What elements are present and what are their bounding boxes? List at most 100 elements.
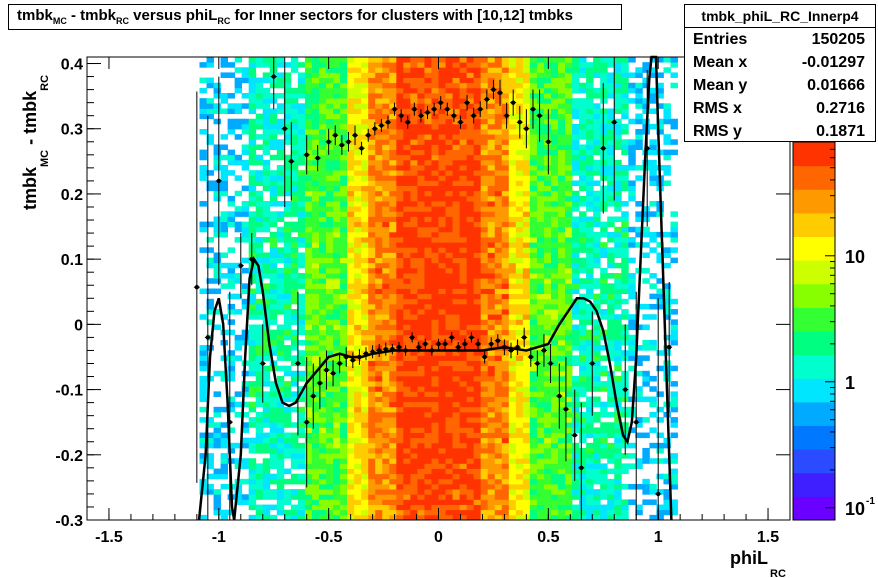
- heatmap-cell: [389, 314, 397, 320]
- heatmap-cell: [311, 87, 320, 94]
- heatmap-cell: [431, 77, 439, 84]
- heatmap-cell: [248, 458, 257, 464]
- heatmap-cell: [326, 489, 334, 495]
- heatmap-cell: [227, 118, 236, 125]
- heatmap-cell: [494, 123, 503, 130]
- heatmap-cell: [536, 195, 545, 202]
- heatmap-cell: [290, 195, 299, 202]
- heatmap-cell: [396, 375, 404, 382]
- heatmap-cell: [375, 77, 383, 84]
- heatmap-cell: [466, 103, 475, 109]
- heatmap-cell: [522, 216, 531, 223]
- heatmap-cell: [318, 483, 327, 490]
- heatmap-cell: [579, 453, 587, 459]
- heatmap-cell: [621, 247, 629, 253]
- heatmap-cell: [389, 365, 397, 372]
- heatmap-cell: [326, 401, 334, 408]
- heatmap-cell: [262, 139, 271, 145]
- heatmap-cell: [368, 211, 376, 217]
- heatmap-cell: [586, 463, 594, 469]
- heatmap-cell: [480, 93, 489, 99]
- heatmap-cell: [206, 221, 214, 228]
- heatmap-cell: [508, 195, 517, 202]
- heatmap-cell: [375, 504, 383, 511]
- heatmap-cell: [515, 339, 524, 346]
- heatmap-cell: [459, 262, 468, 269]
- heatmap-cell: [438, 252, 446, 259]
- heatmap-cell: [565, 273, 573, 279]
- heatmap-cell: [515, 303, 524, 310]
- heatmap-cell: [311, 159, 320, 166]
- heatmap-cell: [445, 478, 453, 485]
- heatmap-cell: [543, 67, 552, 73]
- heatmap-cell: [417, 499, 425, 505]
- heatmap-cell: [431, 226, 439, 233]
- heatmap-cell: [368, 442, 376, 449]
- heatmap-cell: [326, 396, 334, 403]
- heatmap-cell: [572, 262, 580, 269]
- heatmap-cell: [579, 309, 587, 315]
- heatmap-cell: [375, 365, 383, 372]
- heatmap-cell: [628, 57, 636, 63]
- heatmap-cell: [311, 334, 320, 341]
- heatmap-cell: [558, 494, 566, 500]
- heatmap-cell: [283, 303, 292, 310]
- heatmap-cell: [347, 391, 355, 397]
- heatmap-cell: [431, 129, 439, 135]
- heatmap-cell: [290, 139, 299, 145]
- heatmap-cell: [311, 139, 320, 145]
- heatmap-cell: [572, 494, 580, 500]
- heatmap-cell: [382, 242, 390, 248]
- heatmap-cell: [206, 257, 214, 264]
- heatmap-cell: [304, 473, 313, 480]
- heatmap-cell: [614, 67, 622, 73]
- heatmap-cell: [586, 273, 594, 279]
- heatmap-cell: [466, 180, 475, 187]
- heatmap-cell: [501, 72, 510, 78]
- heatmap-cell: [269, 298, 278, 305]
- heatmap-cell: [586, 514, 594, 521]
- heatmap-cell: [297, 180, 306, 187]
- heatmap-cell: [515, 453, 524, 459]
- heatmap-cell: [558, 93, 566, 99]
- heatmap-cell: [262, 396, 271, 403]
- heatmap-cell: [586, 226, 594, 233]
- heatmap-cell: [466, 67, 475, 73]
- heatmap-cell: [368, 247, 376, 253]
- heatmap-cell: [227, 195, 236, 202]
- heatmap-cell: [600, 345, 608, 351]
- heatmap-cell: [494, 458, 503, 464]
- heatmap-cell: [487, 190, 496, 197]
- heatmap-cell: [389, 77, 397, 84]
- heatmap-cell: [586, 489, 594, 495]
- heatmap-cell: [318, 98, 327, 104]
- heatmap-cell: [389, 483, 397, 490]
- heatmap-cell: [297, 396, 306, 403]
- heatmap-cell: [368, 319, 376, 325]
- heatmap-cell: [361, 221, 369, 228]
- heatmap-cell: [431, 278, 439, 284]
- heatmap-cell: [543, 57, 552, 63]
- heatmap-cell: [515, 159, 524, 166]
- heatmap-cell: [304, 190, 313, 197]
- heatmap-cell: [565, 303, 573, 310]
- heatmap-cell: [529, 185, 538, 192]
- heatmap-cell: [297, 159, 306, 166]
- heatmap-cell: [199, 365, 207, 372]
- heatmap-cell: [536, 314, 545, 320]
- heatmap-cell: [382, 195, 390, 202]
- heatmap-cell: [431, 432, 439, 439]
- heatmap-cell: [255, 504, 264, 511]
- heatmap-cell: [501, 206, 510, 212]
- heatmap-cell: [382, 278, 390, 284]
- heatmap-cell: [438, 509, 446, 516]
- heatmap-cell: [550, 489, 559, 495]
- heatmap-cell: [276, 499, 285, 505]
- heatmap-cell: [269, 195, 278, 202]
- heatmap-cell: [318, 350, 327, 356]
- heatmap-cell: [304, 185, 313, 192]
- heatmap-cell: [522, 303, 531, 310]
- heatmap-cell: [375, 170, 383, 176]
- heatmap-cell: [550, 144, 559, 150]
- heatmap-cell: [290, 134, 299, 140]
